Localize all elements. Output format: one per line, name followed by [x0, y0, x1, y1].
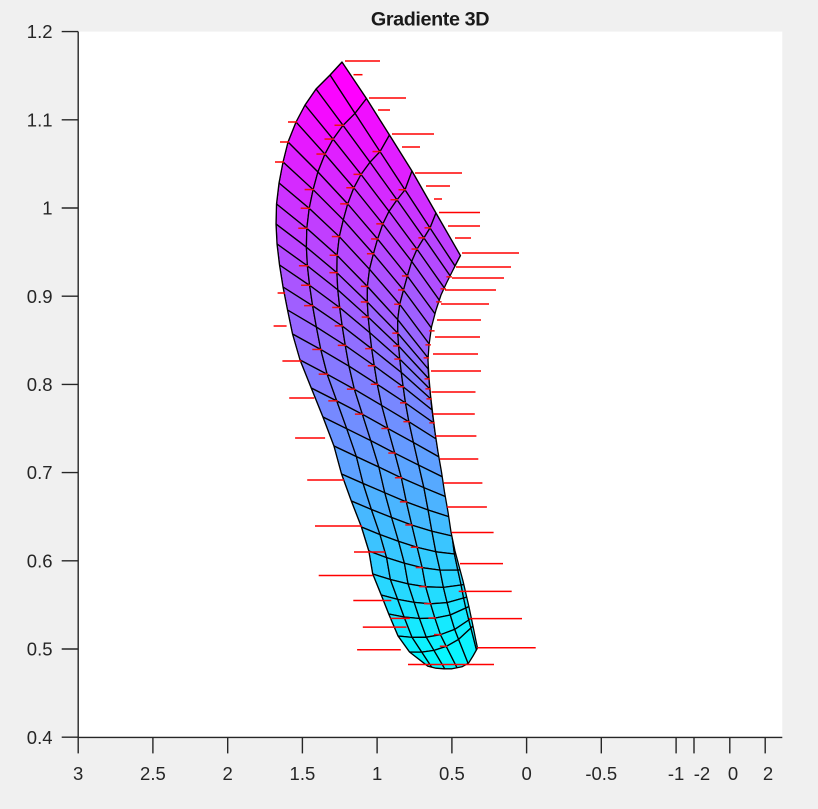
svg-text:2.5: 2.5 [140, 763, 166, 784]
svg-text:1.5: 1.5 [290, 763, 316, 784]
svg-text:2: 2 [763, 763, 773, 784]
svg-text:0.5: 0.5 [439, 763, 465, 784]
svg-text:3: 3 [73, 763, 83, 784]
svg-text:0.6: 0.6 [27, 550, 53, 571]
svg-text:-2: -2 [694, 763, 710, 784]
svg-text:1: 1 [372, 763, 382, 784]
svg-text:1.2: 1.2 [27, 21, 53, 42]
svg-text:0.9: 0.9 [27, 286, 53, 307]
svg-text:0.5: 0.5 [27, 639, 53, 660]
svg-text:Gradiente 3D: Gradiente 3D [371, 9, 489, 31]
svg-text:0.8: 0.8 [27, 374, 53, 395]
svg-text:0.4: 0.4 [27, 727, 53, 748]
svg-text:1: 1 [42, 198, 52, 219]
svg-text:-1: -1 [668, 763, 684, 784]
svg-text:2: 2 [223, 763, 233, 784]
svg-text:0: 0 [521, 763, 531, 784]
svg-text:0: 0 [728, 763, 738, 784]
svg-text:-0.5: -0.5 [585, 763, 617, 784]
svg-text:1.1: 1.1 [27, 109, 53, 130]
svg-text:0.7: 0.7 [27, 462, 53, 483]
